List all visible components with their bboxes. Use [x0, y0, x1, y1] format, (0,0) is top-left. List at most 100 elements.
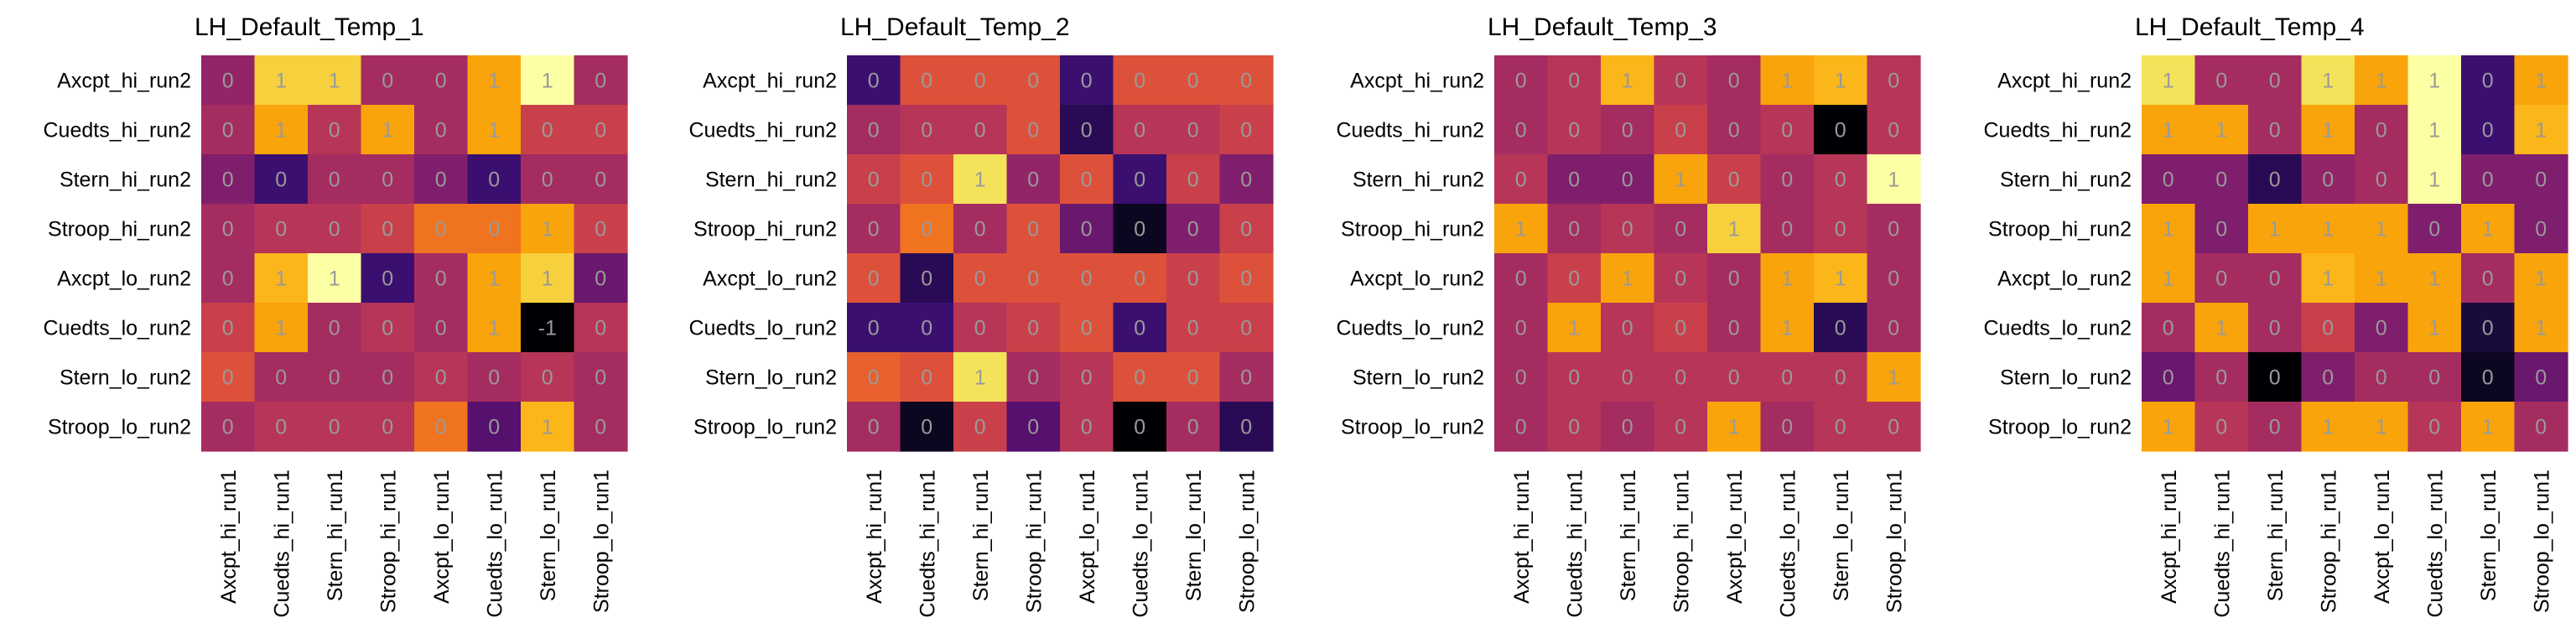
heatmap-cell: [1547, 352, 1602, 402]
cell-label: 0: [275, 218, 287, 242]
cell-label: 0: [382, 70, 393, 93]
cell-label: 0: [222, 169, 234, 192]
heatmap-cell: [254, 105, 309, 155]
cell-label: 0: [1027, 119, 1039, 143]
y-tick-label: Axcpt_hi_run2: [703, 70, 837, 93]
heatmap-cell: [361, 55, 415, 106]
y-tick-label: Stroop_lo_run2: [1341, 416, 1484, 439]
cell-label: -1: [538, 317, 557, 340]
heatmap-cell: [521, 154, 575, 205]
cell-label: 1: [2163, 267, 2174, 291]
y-tick-label: Stern_lo_run2: [2000, 366, 2132, 390]
y-tick-label: Stern_lo_run2: [1353, 366, 1484, 390]
cell-label: 1: [2322, 119, 2334, 143]
heatmap-cell: [1060, 55, 1114, 106]
cell-label: 1: [2428, 70, 2440, 93]
heatmap-cell: [521, 204, 575, 254]
heatmap-cell: [1760, 352, 1815, 402]
heatmap-cell: [2407, 105, 2462, 155]
cell-label: 0: [1081, 366, 1093, 390]
cell-label: 1: [2535, 119, 2547, 143]
heatmap-cell: [1113, 253, 1167, 304]
cell-label: 1: [329, 267, 340, 291]
heatmap-cell: [201, 303, 256, 353]
heatmap-cell: [900, 55, 954, 106]
heatmap-cell: [2461, 204, 2516, 254]
heatmap-cell: [2407, 253, 2462, 304]
y-tick-label: Stroop_lo_run2: [48, 416, 191, 439]
cell-label: 0: [488, 218, 500, 242]
heatmap-cell: [1494, 105, 1549, 155]
heatmap-cell: [1113, 154, 1167, 205]
x-tick-label: Stern_lo_run1: [1830, 470, 1853, 601]
cell-label: 0: [1622, 218, 1633, 242]
heatmap-cell: [1166, 154, 1221, 205]
x-tick-label: Cuedts_hi_run1: [270, 470, 293, 618]
heatmap-cell: [574, 303, 628, 353]
cell-label: 0: [1568, 218, 1580, 242]
chart-title: LH_Default_Temp_2: [840, 13, 1070, 41]
heatmap-cell: [1547, 105, 1602, 155]
cell-label: 0: [2215, 416, 2227, 439]
cell-label: 0: [2376, 317, 2387, 340]
heatmap-cell: [254, 204, 309, 254]
x-tick-label: Stern_lo_run1: [537, 470, 560, 601]
cell-label: 0: [488, 169, 500, 192]
heatmap-cell: [1113, 105, 1167, 155]
heatmap-cell: [467, 55, 522, 106]
cell-label: 0: [1134, 366, 1145, 390]
heatmap-cell: [2301, 204, 2355, 254]
y-tick-label: Cuedts_hi_run2: [43, 119, 191, 143]
heatmap-cell: [2248, 204, 2303, 254]
cell-label: 1: [488, 267, 500, 291]
heatmap-cell: [201, 105, 256, 155]
cell-label: 0: [595, 317, 606, 340]
heatmap-cell: [467, 105, 522, 155]
y-tick-label: Stroop_lo_run2: [693, 416, 837, 439]
cell-label: 0: [1081, 70, 1093, 93]
heatmap-cell: [1707, 105, 1762, 155]
chart-title: LH_Default_Temp_3: [1488, 13, 1717, 41]
cell-label: 0: [2269, 366, 2281, 390]
heatmap-cell: [574, 55, 628, 106]
heatmap-cell: [2514, 154, 2568, 205]
heatmap-cell: [1113, 352, 1167, 402]
x-tick-label: Cuedts_lo_run1: [2423, 470, 2447, 618]
cell-label: 0: [1134, 169, 1145, 192]
heatmap-panel: LH_Default_Temp_2 0 0 0 0 0 0 0 0 0 0 0 0 0 0 0 0 0 0 1 0 0 0 0…: [688, 13, 1274, 618]
heatmap-cell: [2194, 352, 2249, 402]
cell-label: 0: [1187, 119, 1199, 143]
cell-label: 0: [1187, 218, 1199, 242]
cell-label: 0: [921, 169, 932, 192]
heatmap-cell: [254, 55, 309, 106]
heatmap-cell: [900, 204, 954, 254]
heatmap-cell: [414, 105, 469, 155]
cell-label: 0: [1515, 317, 1527, 340]
heatmap-cell: [521, 303, 575, 353]
heatmap-cell: [2142, 253, 2196, 304]
heatmap-cell: [2194, 402, 2249, 452]
cell-label: 1: [542, 267, 553, 291]
heatmap-cell: [1494, 402, 1549, 452]
cell-label: 0: [2215, 169, 2227, 192]
heatmap-cell: [2514, 105, 2568, 155]
x-tick-label: Cuedts_hi_run1: [2210, 470, 2234, 618]
heatmap-cell: [1113, 204, 1167, 254]
cell-label: 0: [329, 317, 340, 340]
heatmap-cell: [308, 253, 362, 304]
heatmap-cell: [2407, 352, 2462, 402]
cell-label: 0: [1240, 70, 1252, 93]
cell-label: 0: [275, 416, 287, 439]
heatmap-cell: [1654, 303, 1708, 353]
heatmap-cell: [1654, 154, 1708, 205]
cell-label: 0: [921, 267, 932, 291]
heatmap-cell: [201, 402, 256, 452]
cell-label: 0: [1622, 366, 1633, 390]
cell-label: 0: [921, 317, 932, 340]
x-tick-label: Stern_hi_run1: [324, 470, 347, 601]
cell-label: 0: [1568, 169, 1580, 192]
cell-label: 0: [2215, 70, 2227, 93]
x-tick-label: Stern_hi_run1: [969, 470, 993, 601]
heatmap-cell: [2355, 105, 2409, 155]
cell-label: 0: [1027, 267, 1039, 291]
